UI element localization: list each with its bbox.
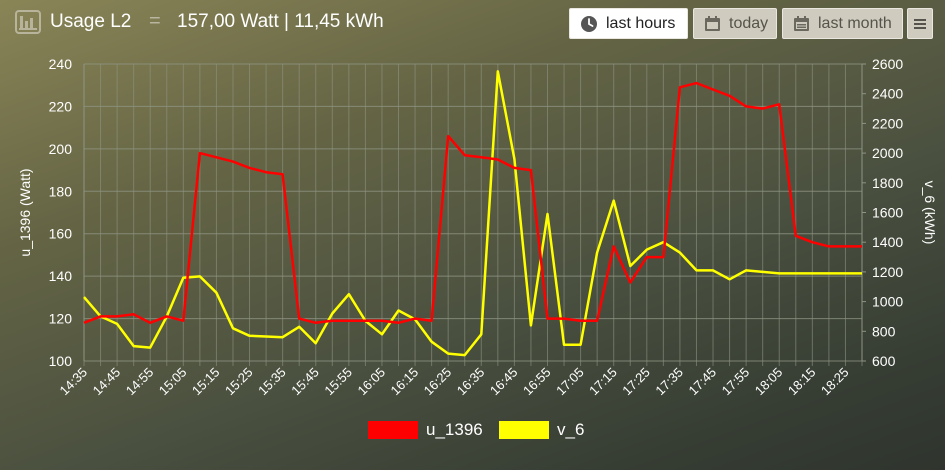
y-tick-right-label: 1400: [872, 234, 903, 250]
x-tick-label: 18:15: [785, 365, 819, 399]
y-tick-left-label: 140: [49, 268, 73, 284]
series-line-u-1396: [83, 81, 862, 325]
page-title: Usage L2: [50, 11, 132, 32]
y-tick-right-label: 800: [872, 323, 896, 339]
usage-summary: 157,00 Watt | 11,45 kWh: [177, 11, 384, 32]
last-hours-label: last hours: [606, 14, 676, 32]
y-axis-left-title: u_1396 (Watt): [17, 168, 33, 256]
x-tick-label: 16:55: [520, 365, 554, 399]
hamburger-icon: [914, 18, 926, 29]
legend-item-u-1396[interactable]: u_1396: [368, 420, 483, 440]
x-tick-label: 17:05: [553, 365, 587, 399]
x-tick-label: 15:35: [255, 365, 289, 399]
x-tick-label: 15:05: [156, 365, 190, 399]
calendar-icon: [705, 16, 720, 31]
y-tick-right-label: 1600: [872, 205, 903, 221]
x-tick-label: 17:35: [652, 365, 686, 399]
y-tick-right-label: 1200: [872, 264, 903, 280]
y-tick-left-label: 180: [49, 183, 73, 199]
x-tick-label: 18:25: [818, 365, 852, 399]
y-tick-left-label: 200: [49, 141, 73, 157]
chart-legend: u_1396 v_6: [0, 414, 945, 444]
x-tick-label: 16:05: [354, 365, 388, 399]
y-tick-left-label: 160: [49, 226, 73, 242]
y-tick-right-label: 600: [872, 353, 896, 369]
y-axis-right-title: v_6 (kWh): [922, 181, 938, 245]
x-tick-label: 15:45: [288, 365, 322, 399]
y-tick-right-label: 2600: [872, 56, 903, 72]
y-tick-right-label: 2400: [872, 86, 903, 102]
x-tick-label: 18:05: [752, 365, 786, 399]
y-tick-right-label: 1000: [872, 294, 903, 310]
menu-button[interactable]: [907, 8, 933, 39]
x-tick-label: 17:25: [619, 365, 653, 399]
x-tick-label: 15:25: [222, 365, 256, 399]
x-tick-label: 15:55: [321, 365, 355, 399]
y-tick-left-label: 100: [49, 353, 73, 369]
x-tick-label: 17:45: [686, 365, 720, 399]
today-button[interactable]: today: [693, 8, 777, 39]
y-tick-right-label: 1800: [872, 175, 903, 191]
x-tick-label: 16:25: [421, 365, 455, 399]
x-tick-label: 16:35: [454, 365, 488, 399]
x-tick-label: 16:45: [487, 365, 521, 399]
x-tick-label: 15:15: [189, 365, 223, 399]
x-tick-label: 17:55: [719, 365, 753, 399]
last-month-label: last month: [818, 14, 892, 32]
y-tick-right-label: 2200: [872, 115, 903, 131]
calendar-month-icon: [794, 16, 809, 31]
clock-icon: [581, 15, 597, 32]
legend-label-u-1396: u_1396: [426, 420, 483, 439]
usage-chart: 100 120 140 160 180 200 220 240 600 800 1000 1200 14…: [17, 56, 938, 399]
legend-swatch-u-1396: [368, 421, 418, 439]
title-separator: =: [149, 10, 161, 32]
last-month-button[interactable]: last month: [782, 8, 903, 39]
x-tick-label: 14:55: [123, 365, 157, 399]
legend-item-v-6[interactable]: v_6: [499, 420, 584, 440]
chart-icon: [15, 10, 41, 34]
legend-swatch-v-6: [499, 421, 549, 439]
last-hours-button[interactable]: last hours: [569, 8, 688, 39]
x-tick-label: 16:15: [388, 365, 422, 399]
x-tick-label: 14:35: [57, 365, 91, 399]
header: Usage L2 = 157,00 Watt | 11,45 kWh last …: [0, 0, 945, 46]
y-tick-left-label: 120: [49, 311, 73, 327]
y-tick-left-label: 220: [49, 98, 73, 114]
y-tick-right-label: 2000: [872, 145, 903, 161]
today-label: today: [729, 14, 769, 32]
x-tick-label: 14:45: [90, 365, 124, 399]
legend-label-v-6: v_6: [557, 420, 585, 439]
y-tick-left-label: 240: [49, 56, 73, 72]
series-line-v-6: [83, 70, 862, 357]
x-tick-label: 17:15: [586, 365, 620, 399]
